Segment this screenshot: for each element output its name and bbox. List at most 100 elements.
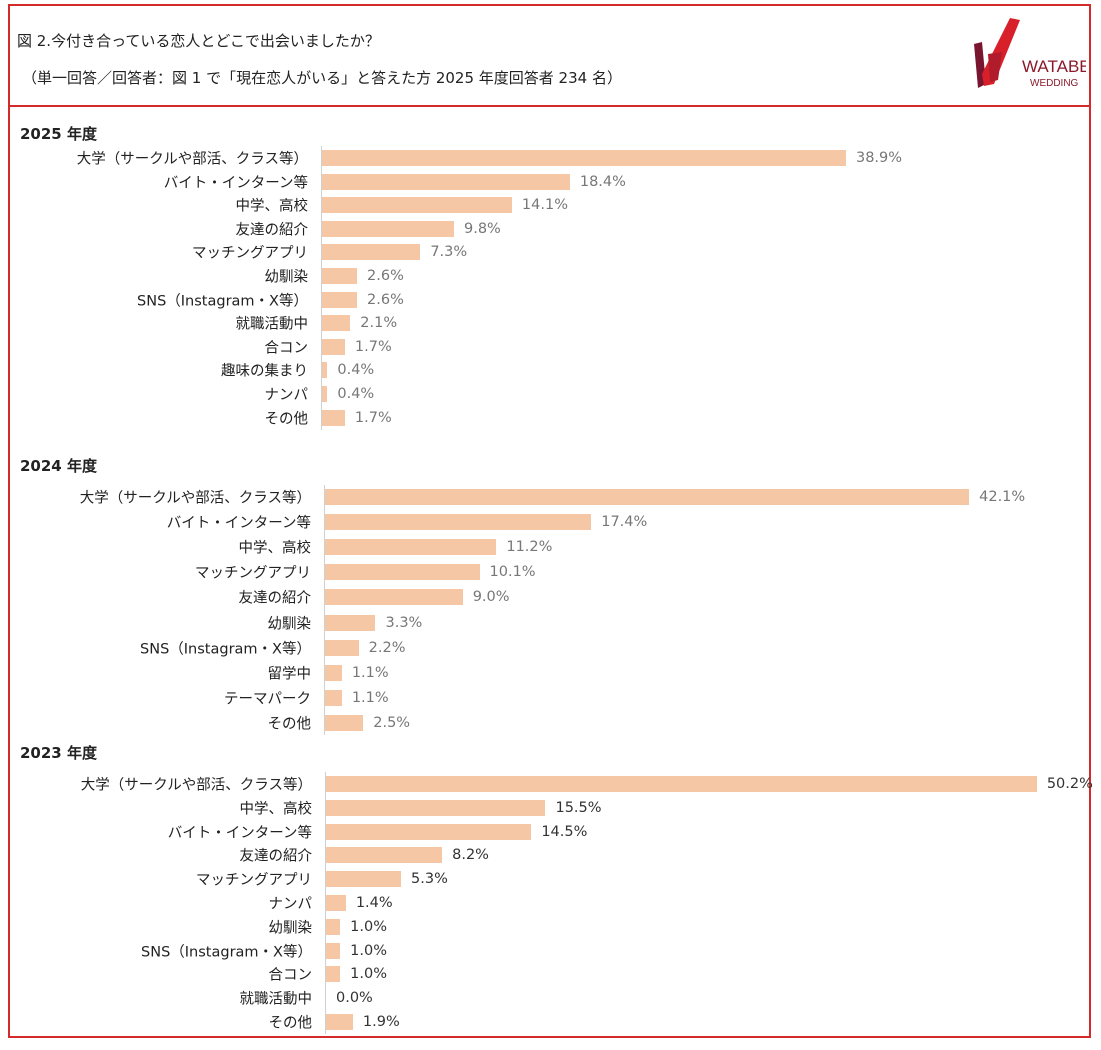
value-label: 1.1%: [351, 689, 389, 706]
value-label: 17.4%: [601, 514, 648, 531]
value-label: 2.6%: [367, 291, 404, 308]
svg-text:WEDDING: WEDDING: [1030, 78, 1079, 89]
bar: [326, 799, 546, 816]
category-label: 大学（サークルや部活、クラス等）: [76, 151, 308, 168]
bar: [322, 268, 358, 284]
category-label: SNS（Instagram・X等）: [141, 944, 312, 961]
bar: [322, 362, 328, 379]
category-label: バイト・インターン等: [163, 175, 308, 192]
category-label: 中学、高校: [235, 198, 309, 215]
bar: [322, 315, 351, 332]
category-label: SNS（Instagram・X等）: [137, 293, 308, 310]
category-label: 幼馴染: [264, 269, 309, 286]
value-label: 1.7%: [354, 338, 392, 355]
bar: [325, 639, 359, 656]
category-label: その他: [268, 1015, 313, 1032]
value-label: 2.1%: [360, 315, 398, 332]
value-label: 1.0%: [350, 918, 387, 935]
bar: [322, 197, 512, 214]
category-label: 幼馴染: [267, 616, 312, 632]
chart-title: 2025 年度: [20, 125, 97, 143]
bar: [322, 386, 328, 402]
bar: [325, 539, 497, 556]
value-label: 10.1%: [489, 564, 536, 581]
value-label: 7.3%: [430, 244, 468, 261]
category-axis: [321, 146, 322, 430]
category-label: バイト・インターン等: [166, 515, 311, 532]
value-label: 8.2%: [452, 847, 489, 864]
category-label: その他: [264, 411, 309, 428]
value-label: 1.7%: [354, 409, 392, 426]
bar: [322, 220, 454, 237]
value-label: 9.0%: [472, 589, 510, 606]
figure-subtitle: （単一回答／回答者：図 1 で「現在恋人がいる」と答えた方 2025 年度回答者…: [22, 69, 622, 87]
category-label: 中学、高校: [239, 801, 313, 818]
figure-frame: [8, 4, 1091, 1038]
watabe-wedding-logo: WATABE WEDDING: [968, 14, 1091, 94]
bar: [326, 918, 341, 935]
bar: [322, 244, 421, 261]
category-label: 就職活動中: [235, 316, 309, 333]
value-label: 11.2%: [506, 539, 553, 556]
category-label: 幼馴染: [268, 920, 313, 937]
bar: [325, 564, 480, 581]
bar: [326, 966, 341, 983]
value-label: 38.9%: [855, 150, 903, 166]
svg-text:WATABE: WATABE: [1022, 57, 1086, 76]
value-label: 2.2%: [368, 639, 406, 656]
bar: [325, 514, 592, 531]
value-label: 14.1%: [521, 197, 568, 214]
value-label: 5.3%: [411, 871, 448, 888]
category-label: ナンパ: [268, 896, 313, 913]
category-label: 大学（サークルや部活、クラス等）: [80, 777, 312, 794]
figure-title: 図 2.今付き合っている恋人とどこで出会いましたか？: [17, 32, 380, 50]
category-label: マッチングアプリ: [192, 245, 308, 262]
chart-title: 2023 年度: [20, 744, 97, 762]
category-label: マッチングアプリ: [196, 872, 312, 889]
bar: [325, 489, 970, 505]
value-label: 0.4%: [337, 362, 375, 379]
value-label: 0.0%: [336, 990, 373, 1007]
value-label: 1.0%: [350, 966, 387, 983]
category-label: ナンパ: [264, 387, 309, 404]
bar: [322, 150, 846, 166]
value-label: 15.5%: [555, 799, 602, 816]
category-label: マッチングアプリ: [195, 565, 311, 582]
category-label: 就職活動中: [239, 991, 313, 1008]
value-label: 42.1%: [979, 489, 1026, 505]
bar: [325, 589, 463, 606]
category-label: SNS（Instagram・X等）: [140, 641, 311, 658]
value-label: 1.9%: [362, 1014, 400, 1030]
bar: [322, 173, 570, 190]
category-label: テーマパーク: [224, 691, 311, 708]
value-label: 50.2%: [1046, 776, 1093, 792]
bar: [326, 823, 532, 840]
bar: [325, 714, 364, 731]
value-label: 3.3%: [385, 614, 423, 631]
bar: [326, 871, 402, 888]
value-label: 9.8%: [464, 220, 501, 237]
value-label: 1.1%: [351, 664, 389, 681]
bar: [322, 291, 358, 308]
category-label: 留学中: [267, 666, 312, 683]
category-label: 合コン: [264, 340, 309, 357]
chart-title: 2024 年度: [20, 457, 97, 475]
bar: [326, 776, 1037, 792]
category-label: 友達の紹介: [235, 222, 309, 239]
category-axis: [324, 485, 325, 735]
bar: [325, 614, 376, 631]
value-label: 1.4%: [355, 895, 393, 911]
bar: [322, 338, 345, 355]
value-label: 2.6%: [367, 268, 404, 284]
category-label: 大学（サークルや部活、クラス等）: [79, 490, 311, 507]
category-label: 友達の紹介: [238, 590, 312, 607]
category-label: 中学、高校: [238, 540, 312, 557]
category-label: 趣味の集まり: [221, 363, 308, 380]
category-label: 合コン: [268, 967, 313, 984]
bar: [326, 847, 443, 864]
value-label: 14.5%: [541, 823, 588, 840]
bar: [325, 664, 342, 681]
value-label: 18.4%: [579, 173, 626, 190]
category-label: バイト・インターン等: [167, 825, 312, 842]
value-label: 1.0%: [350, 942, 387, 959]
